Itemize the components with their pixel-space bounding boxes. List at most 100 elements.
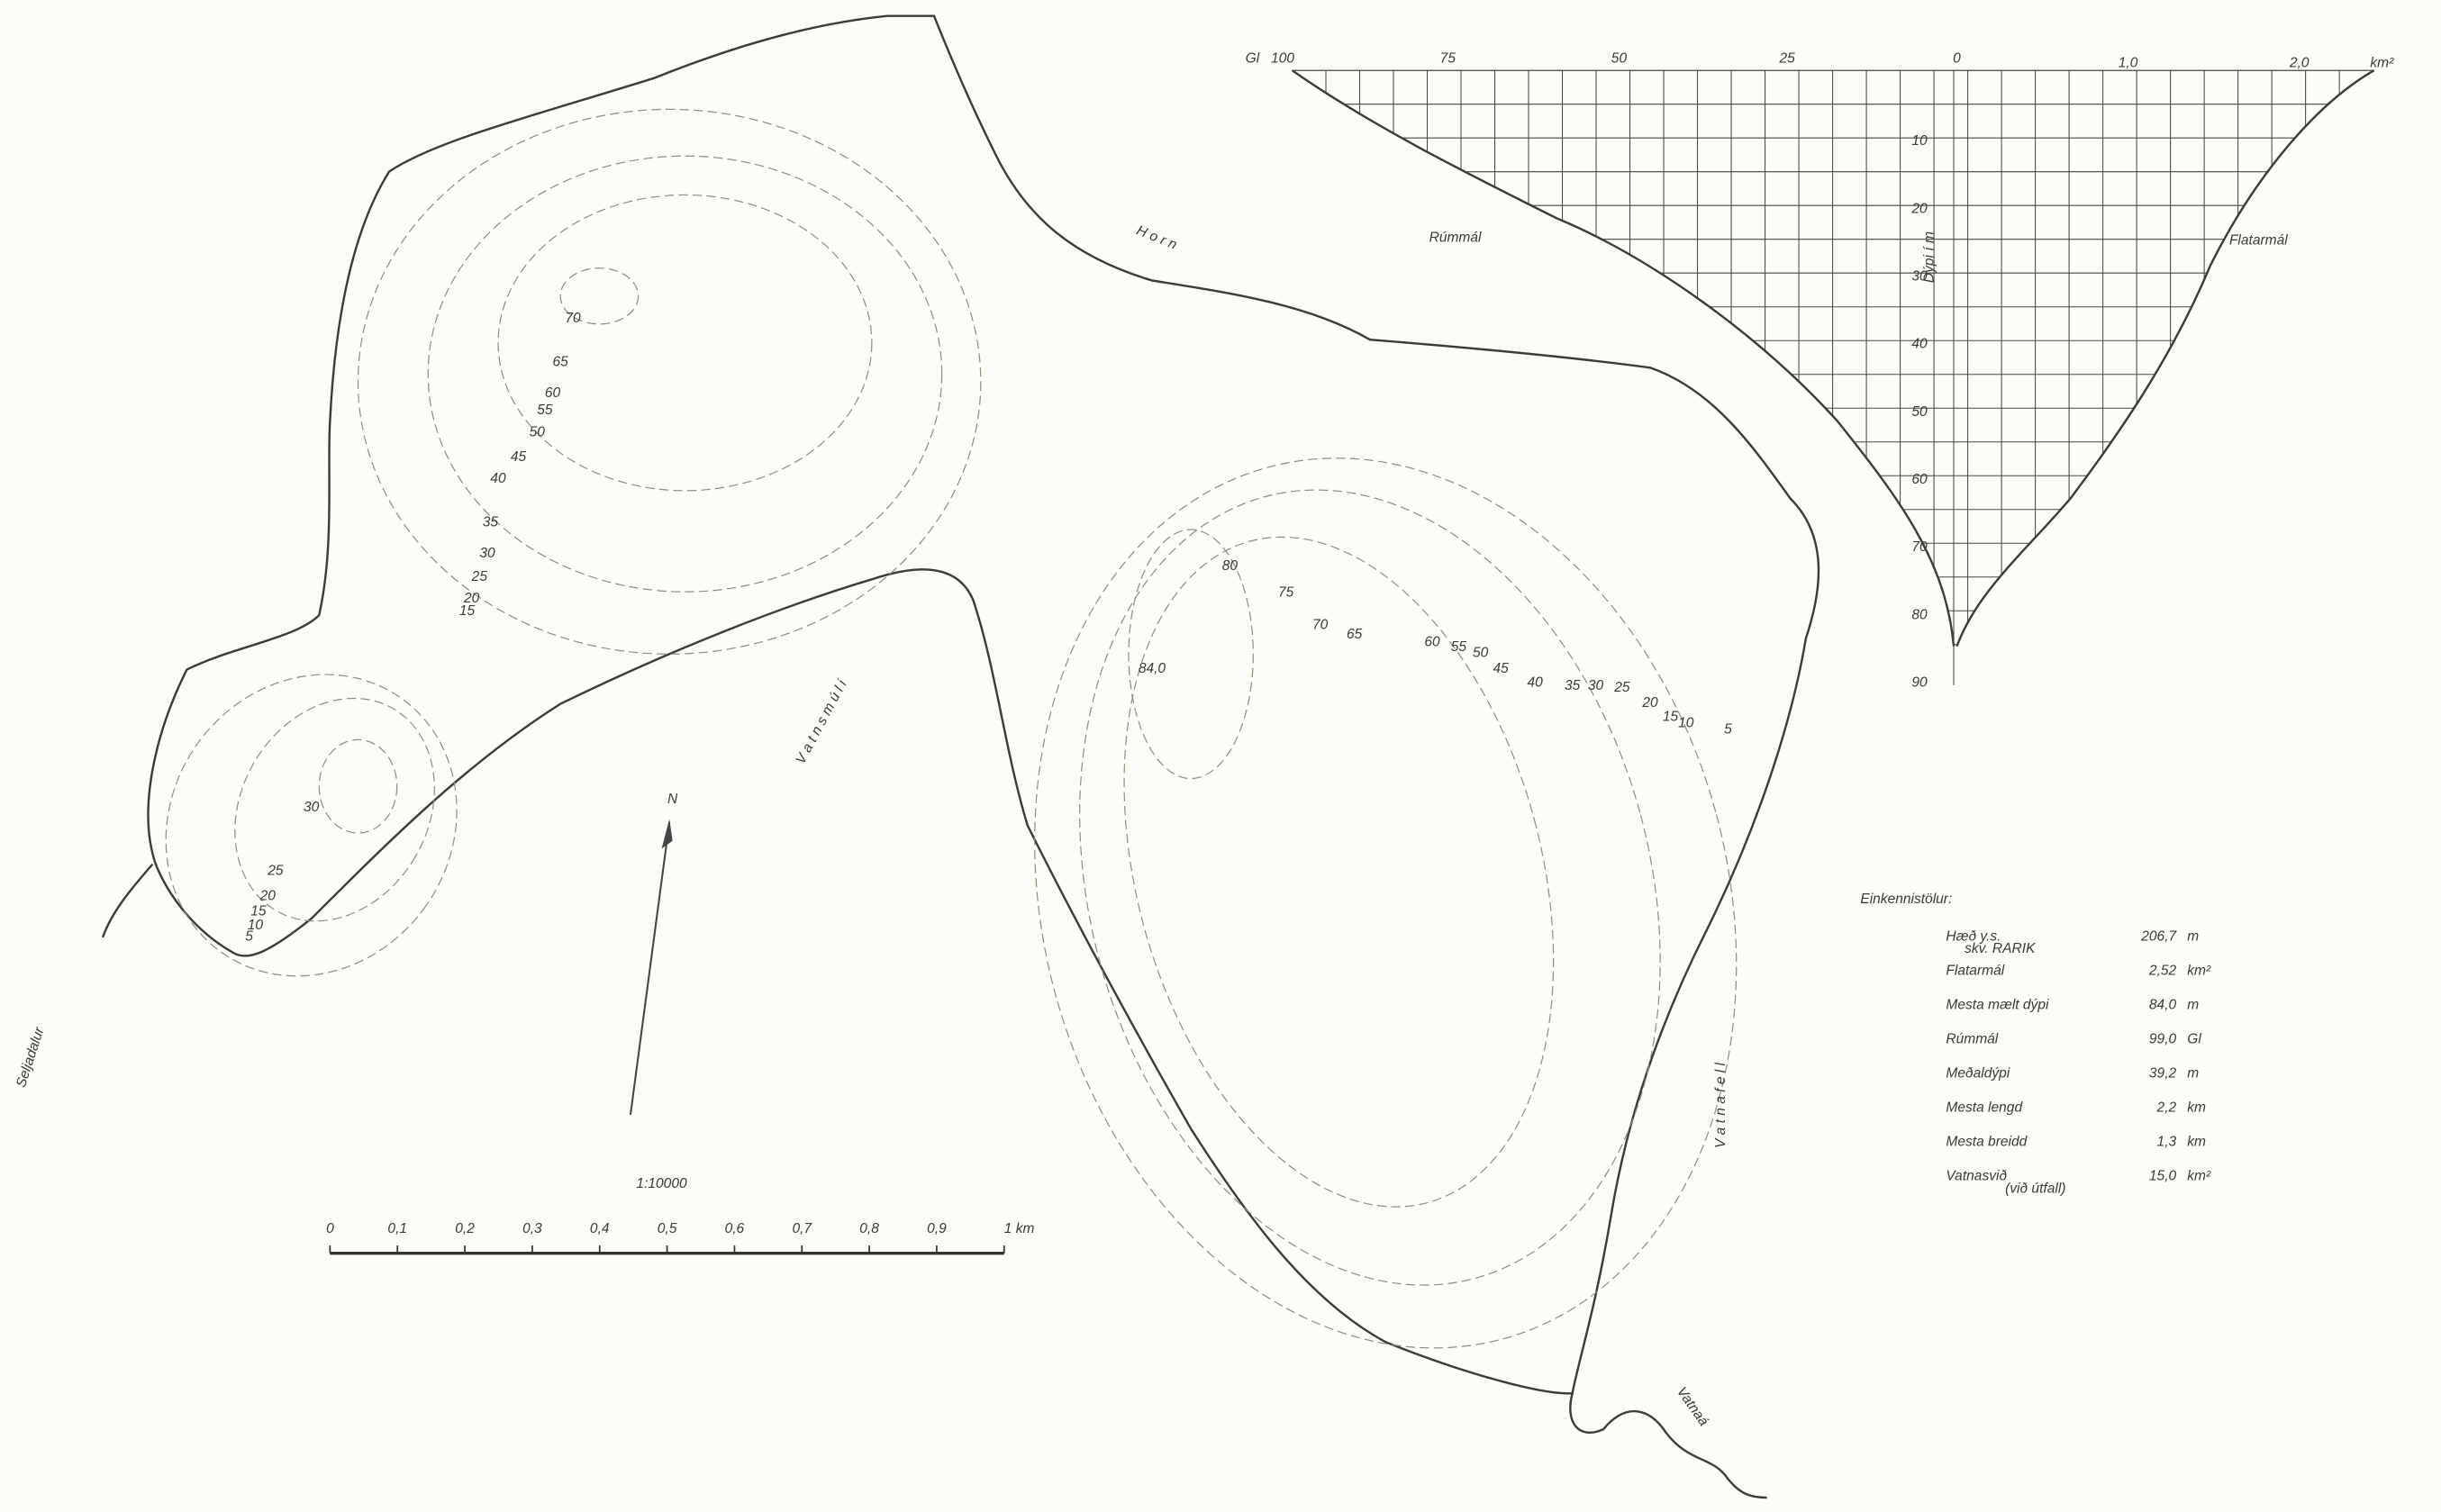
contour-line [357,108,982,655]
contour-label: 20 [463,591,480,606]
area-unit: km² [2370,56,2394,71]
depth-tick-label: 90 [1911,675,1928,691]
contour-label: 30 [1588,678,1604,693]
stats-unit: Gl [2187,1031,2201,1046]
contour-label: 55 [1451,639,1467,655]
stats-label: Flatarmál [1946,963,2004,978]
volume-label: Rúmmál [1429,230,1482,245]
area-curve [1956,69,2375,647]
contour-line [559,267,640,325]
stats-label: Rúmmál [1946,1031,1998,1046]
stats-title: Einkennistölur: [1860,892,1952,907]
depth-tick-label: 70 [1911,539,1928,555]
stats-label: Mesta mælt dýpi [1946,997,2049,1012]
contour-label: 80 [1222,558,1239,574]
contour-label: 65 [1347,627,1363,642]
scale-tick-label: 0 [326,1221,334,1236]
contour-label: 15 [250,904,267,919]
scale-tick-label: 0,2 [455,1221,475,1236]
contour-label: 20 [259,888,277,903]
area-tick-label: 2,0 [2289,56,2309,71]
contour-label: 40 [1527,675,1543,691]
depth-tick-label: 50 [1911,404,1928,420]
stats-label: Mesta breidd [1946,1134,2028,1149]
contour-label: 70 [565,311,581,326]
stats-value: 84,0 [2149,997,2177,1012]
north-label: N [667,792,678,807]
scale-tick-label: 0,4 [590,1221,610,1236]
hypsographic-graph [1291,69,2375,685]
contour-line [497,194,873,492]
depth-contours [101,14,1820,1499]
contour-label: 30 [304,800,320,815]
graph-grid [1292,70,2374,647]
area-label: Flatarmál [2229,233,2288,249]
contour-label: 15 [1663,710,1679,725]
contour-label: 15 [459,603,476,619]
contour-line [1128,529,1254,780]
north-arrow [629,821,671,1116]
stats-unit: km [2187,1100,2206,1115]
scale-tick-label: 0,1 [387,1221,407,1236]
outflow-river [1569,1392,1767,1499]
contour-label: 60 [1424,635,1440,650]
depth-tick-label: 40 [1911,337,1928,352]
stats-unit: m [2187,997,2199,1012]
contour-label: 60 [545,385,561,401]
stats-unit: km² [2187,963,2211,978]
stats-unit: m [2187,928,2199,944]
area-tick-label: 1,0 [2119,56,2138,71]
scale-tick-label: 0,7 [792,1221,812,1236]
stats-label: Hæð y.s. [1946,928,2001,944]
contour-line [1079,489,1661,1286]
depth-tick-label: 30 [1911,268,1928,284]
stats-label: Meðaldýpi [1946,1065,2010,1081]
volume-tick-label: 75 [1440,51,1456,67]
contour-line [234,697,435,922]
contour-label: 25 [471,569,488,584]
scale-ratio: 1:10000 [636,1176,687,1191]
inflow-river [101,863,154,938]
volume-tick-label: 50 [1611,51,1628,67]
place-name: Vatnaá [1674,1384,1711,1429]
stats-note: skv. RARIK [1965,941,2036,956]
place-name: V a t n a f e l l [1713,1062,1729,1148]
contour-label: 10 [248,918,264,933]
stats-unit: km [2187,1134,2206,1149]
scale-tick-label: 0,3 [522,1221,542,1236]
stats-unit: m [2187,1065,2199,1081]
contour-label: 10 [1678,716,1694,731]
contour-label: 75 [1278,584,1294,600]
scale-tick-label: 0,9 [927,1221,947,1236]
depth-tick-label: 10 [1911,133,1928,149]
contour-label: 25 [1613,680,1630,695]
volume-curve [1291,69,1956,647]
stats-label: Vatnasvið [1946,1168,2007,1183]
stats-value: 15,0 [2149,1168,2177,1183]
contour-line [427,155,943,593]
stats-value: 1,3 [2157,1134,2177,1149]
contour-label: 20 [1641,695,1658,711]
contour-label: 50 [530,424,546,439]
depth-tick-label: 80 [1911,607,1928,622]
stats-note: (við útfall) [2005,1181,2065,1196]
place-name: V a t n s m ú l i [793,677,850,766]
stats-value: 2,2 [2156,1100,2177,1115]
depth-label: Dýpi í m [1922,231,1937,283]
contour-label: 84,0 [1139,661,1166,676]
contour-label: 5 [1724,721,1732,737]
contour-label: 55 [537,403,553,418]
scale-tick-label: 0,8 [859,1221,879,1236]
contour-label: 25 [267,864,284,879]
contour-label: 50 [1473,646,1489,661]
contour-label: 35 [1565,678,1581,693]
contour-line [1034,457,1738,1349]
contour-label: 30 [479,546,495,561]
scale-tick-label: 1 km [1004,1221,1035,1236]
volume-tick-label: 0 [1953,51,1961,67]
contour-line [318,738,398,834]
place-name: H o r n [1134,222,1179,252]
stats-value: 206,7 [2140,928,2177,944]
